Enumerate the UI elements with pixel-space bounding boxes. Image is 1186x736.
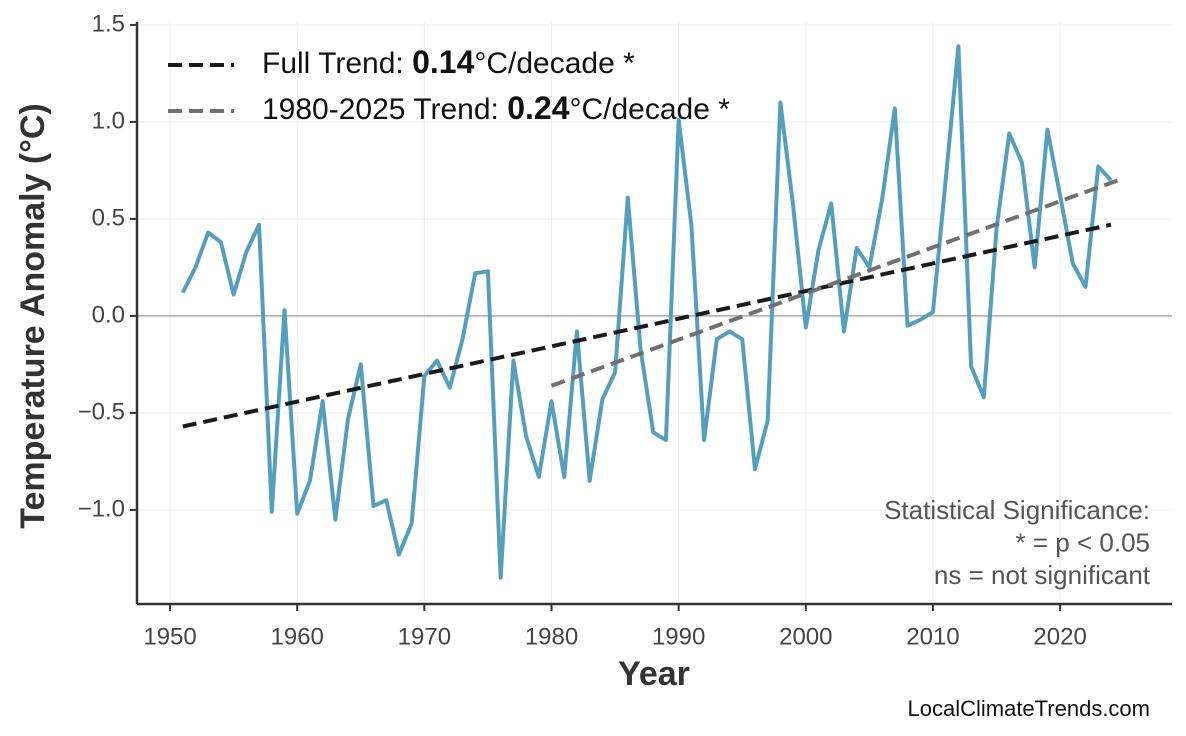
trend-line [550, 176, 1125, 388]
data-line [180, 44, 1113, 580]
x-tick-label: 2000 [779, 623, 832, 650]
x-tick-label: 1980 [525, 623, 578, 650]
y-tick-label: 1.5 [92, 10, 125, 37]
legend-name: 1980-2025 Trend: [262, 93, 499, 126]
legend-suffix: °C/decade * [474, 47, 635, 80]
legend-label: Full Trend: 0.14°C/decade * [262, 44, 635, 80]
annotation: Statistical Significance: [884, 495, 1150, 525]
y-axis-label: Temperature Anomaly (°C) [14, 103, 52, 528]
x-tick-label: 1960 [271, 623, 324, 650]
trend-line [182, 222, 1112, 429]
x-tick-label: 1950 [143, 623, 196, 650]
watermark: LocalClimateTrends.com [908, 696, 1151, 721]
y-tick-label: −0.5 [78, 398, 125, 425]
legend-slope: 0.24 [507, 90, 569, 126]
x-tick-label: 1990 [652, 623, 705, 650]
y-tick-label: 1.0 [92, 107, 125, 134]
legend-name: Full Trend: [262, 47, 404, 80]
legend-label: 1980-2025 Trend: 0.24°C/decade * [262, 90, 730, 126]
annotation: * = p < 0.05 [1016, 527, 1150, 557]
legend-suffix: °C/decade * [569, 93, 730, 126]
x-tick-label: 2020 [1033, 623, 1086, 650]
y-tick-label: 0.0 [92, 301, 125, 328]
x-axis-label: Year [618, 655, 690, 693]
legend-slope: 0.14 [412, 44, 474, 80]
y-tick-label: −1.0 [78, 495, 125, 522]
x-tick-label: 1970 [398, 623, 451, 650]
x-tick-label: 2010 [906, 623, 959, 650]
y-tick-label: 0.5 [92, 204, 125, 231]
annotation: ns = not significant [934, 560, 1151, 590]
